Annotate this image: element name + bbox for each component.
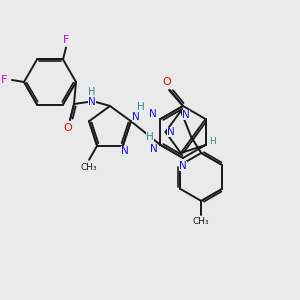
Text: N: N xyxy=(179,161,187,171)
Text: F: F xyxy=(63,35,69,46)
Text: N: N xyxy=(121,146,129,156)
Text: CH₃: CH₃ xyxy=(193,218,209,226)
Text: H: H xyxy=(88,87,96,97)
Text: H: H xyxy=(209,137,216,146)
Text: H: H xyxy=(136,102,144,112)
Text: F: F xyxy=(1,75,7,85)
Text: N: N xyxy=(167,127,174,137)
Text: H: H xyxy=(146,132,154,142)
Text: N: N xyxy=(182,110,190,120)
Text: N: N xyxy=(148,109,156,119)
Text: N: N xyxy=(88,97,96,107)
Text: N: N xyxy=(132,112,140,122)
Text: N: N xyxy=(150,144,158,154)
Text: O: O xyxy=(163,77,171,87)
Text: O: O xyxy=(64,123,72,133)
Text: CH₃: CH₃ xyxy=(81,163,98,172)
